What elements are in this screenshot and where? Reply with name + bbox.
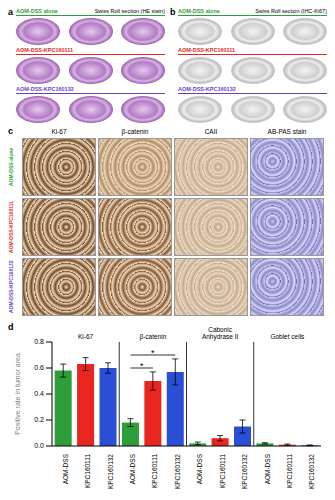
html-text:AOM-DSS-KPC160132: AOM-DSS-KPC160132 [16,86,74,92]
svg-text:KPC160111: KPC160111 [286,454,293,488]
html-text:β-catenin: β-catenin [121,128,149,135]
svg-text:0.6: 0.6 [34,364,44,371]
html-text:Swiss Roll section (HE stain): Swiss Roll section (HE stain) [94,8,165,14]
html-text:CAII: CAII [204,128,218,135]
html-text:AOM-DSS-alone: AOM-DSS-alone [8,147,14,187]
svg-text:*: * [140,361,144,371]
svg-text:0.4: 0.4 [34,390,44,397]
html-text:AOM-DSS-KPC160111: AOM-DSS-KPC160111 [8,201,14,253]
svg-text:Positive rate in tumor area: Positive rate in tumor area [14,353,21,435]
svg-text:KPC160132: KPC160132 [174,454,181,489]
svg-text:KPC160111: KPC160111 [151,454,158,488]
svg-text:KPC160132: KPC160132 [308,454,315,489]
svg-text:β-catenin: β-catenin [139,333,166,341]
svg-text:AOM-DSS: AOM-DSS [62,453,69,484]
svg-text:KPC160132: KPC160132 [241,454,248,489]
svg-text:0.0: 0.0 [34,442,44,449]
html-text:c: c [8,126,13,136]
svg-text:AOM-DSS: AOM-DSS [129,453,136,484]
html-text:a AOM-DSS alone: a AOM-DSS alone [8,7,58,17]
svg-text:0.2: 0.2 [34,416,44,423]
svg-text:KPC160111: KPC160111 [219,454,226,488]
html-text:AOM-DSS-KPC160111: AOM-DSS-KPC160111 [178,47,236,53]
svg-text:KPC160132: KPC160132 [107,454,114,489]
svg-text:*: * [151,348,155,358]
svg-text:AOM-DSS: AOM-DSS [196,453,203,484]
html-text:AOM-DSS-KPC160132: AOM-DSS-KPC160132 [178,86,236,92]
svg-text:AOM-DSS: AOM-DSS [264,453,271,484]
svg-text:Ki-67: Ki-67 [78,333,94,340]
html-text:Ki-67: Ki-67 [51,128,67,135]
svg-text:0.8: 0.8 [34,338,44,345]
svg-text:Goblet cells: Goblet cells [270,333,305,340]
svg-text:KPC160111: KPC160111 [84,454,91,488]
html-text:AB-PAS stain: AB-PAS stain [267,128,307,135]
html-text:Swiss Roll section (IHC-Ki67): Swiss Roll section (IHC-Ki67) [255,8,327,14]
svg-text:CabonicAnhydrase II: CabonicAnhydrase II [202,326,239,341]
html-text:AOM-DSS-KPC160111: AOM-DSS-KPC160111 [16,47,74,53]
html-text:d: d [8,322,14,332]
html-text:AOM-DSS-KPC160132: AOM-DSS-KPC160132 [8,260,14,314]
html-text:b AOM-DSS alone: b AOM-DSS alone [170,7,220,17]
